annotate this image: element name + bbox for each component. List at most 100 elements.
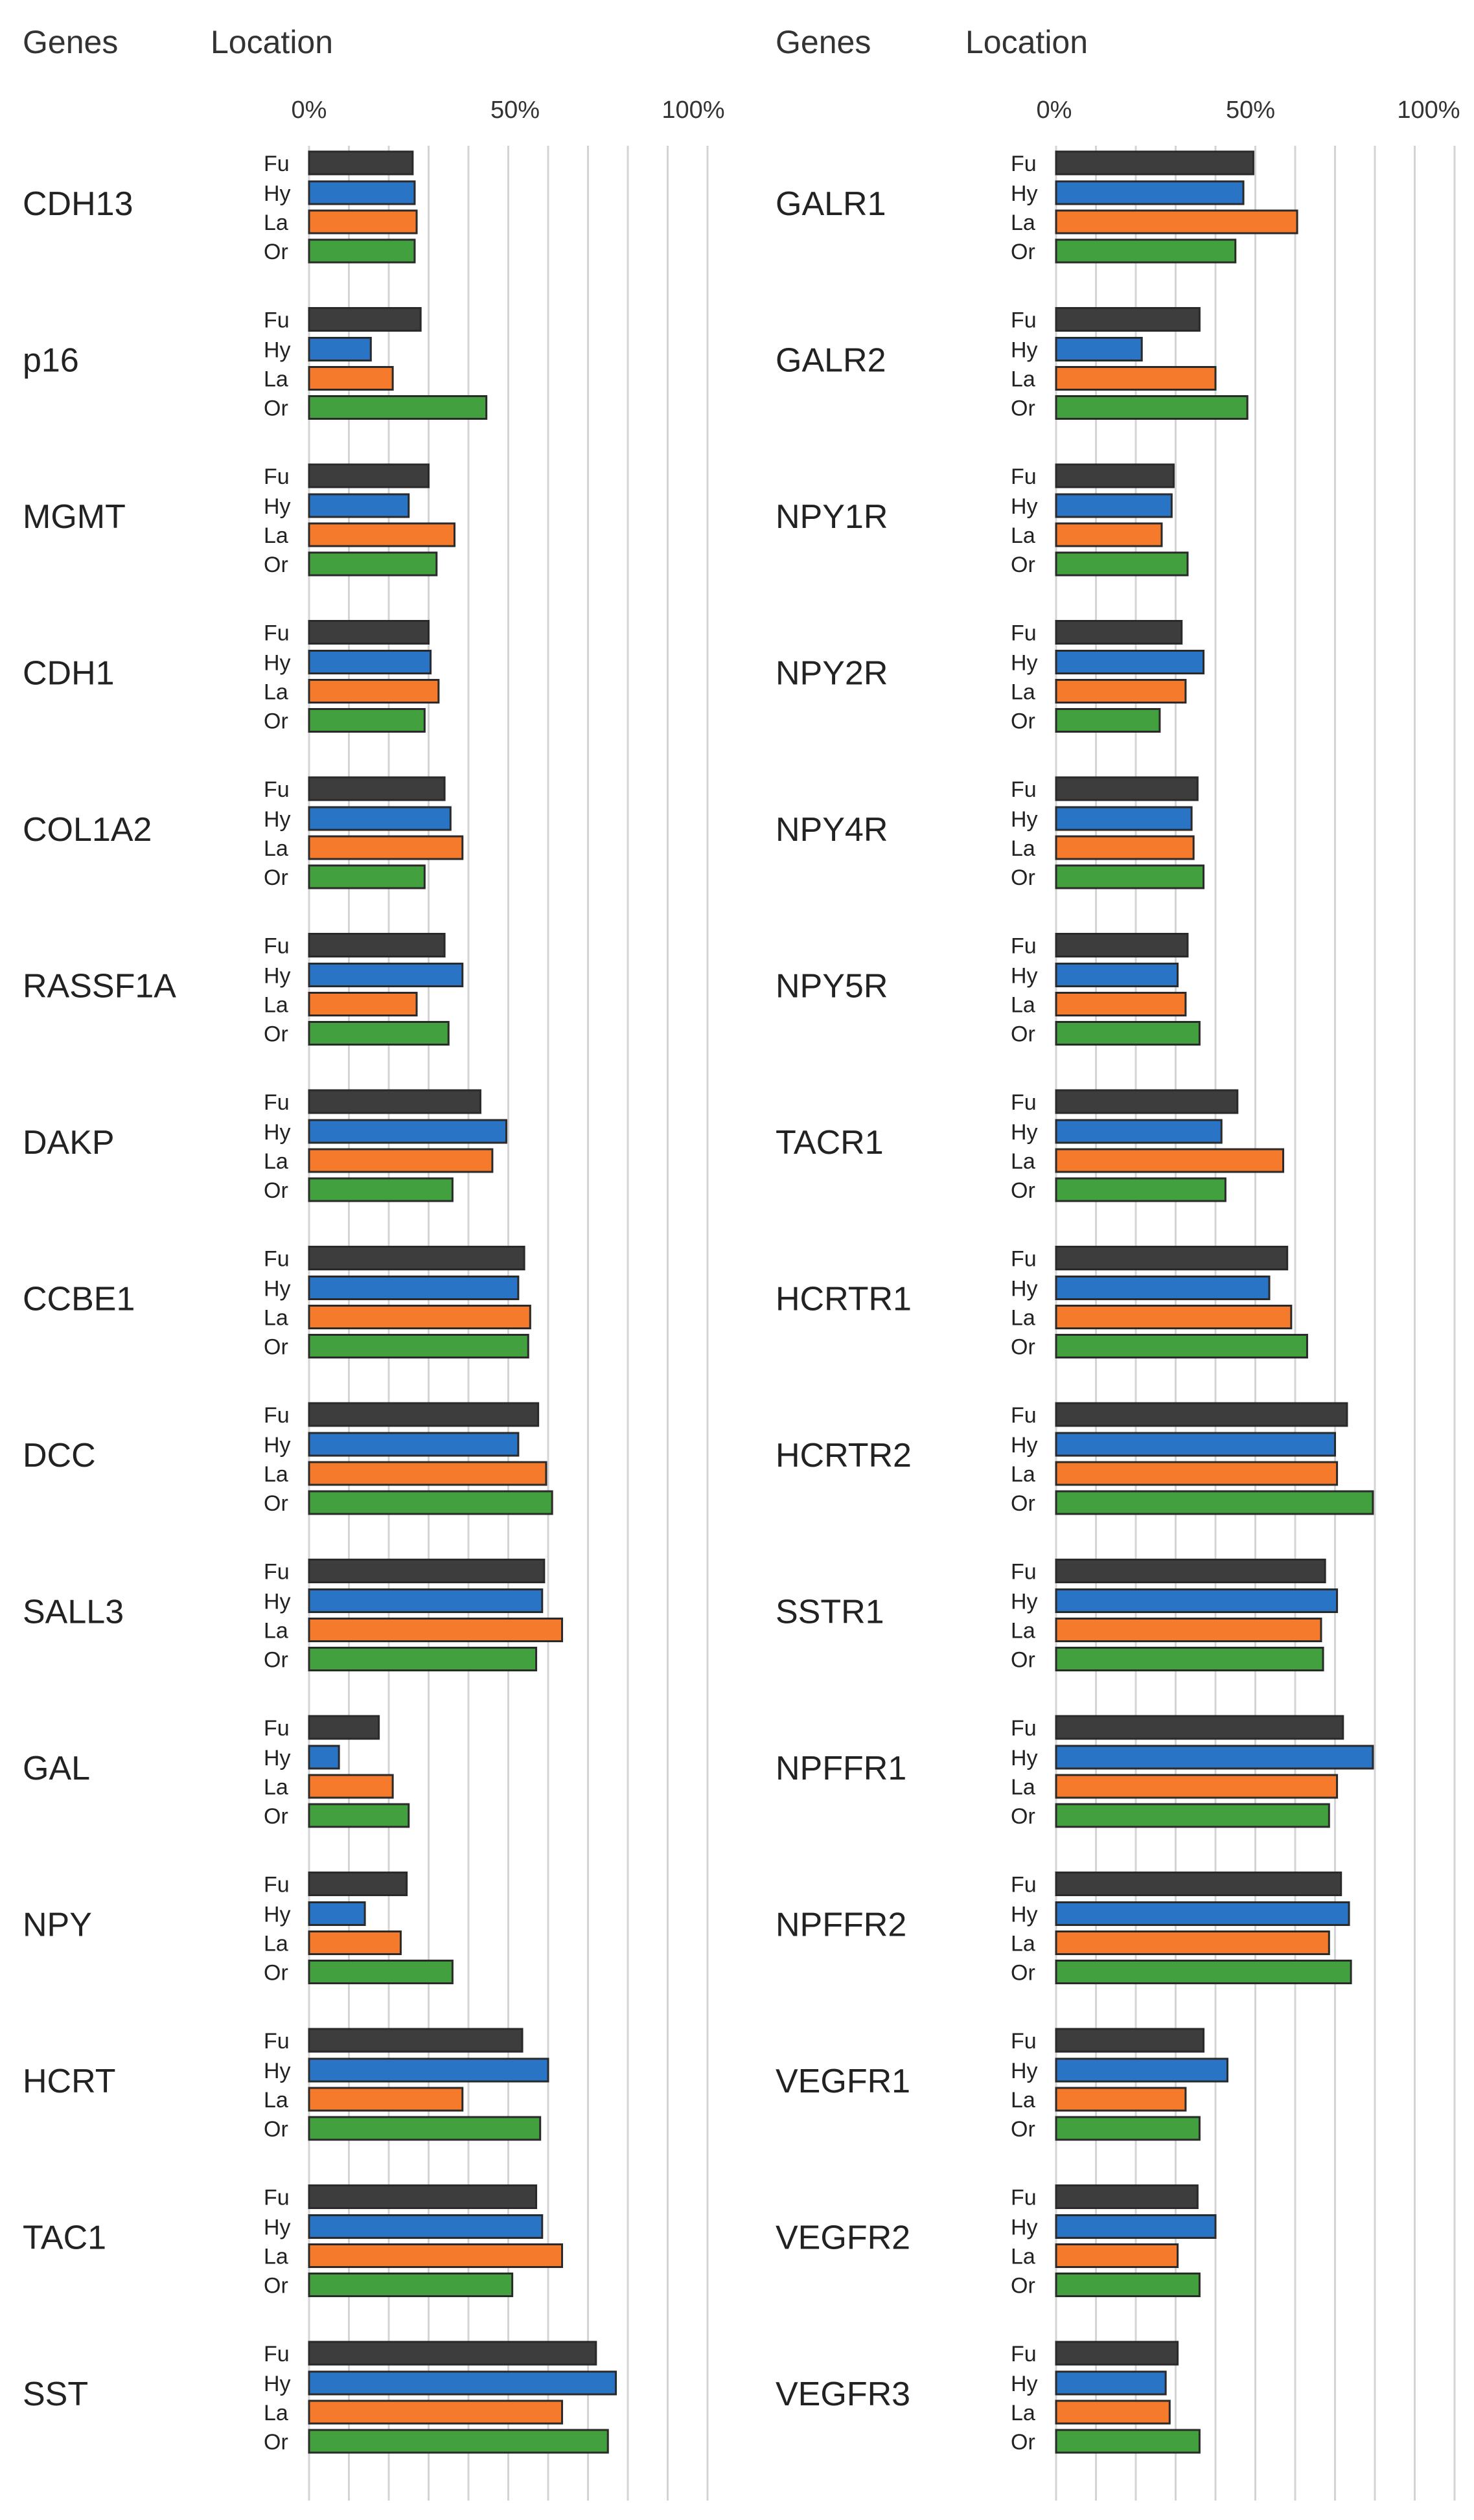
gene-label: HCRTR1 bbox=[776, 1281, 912, 1318]
location-label: Fu bbox=[1011, 308, 1037, 333]
x-tick-label: 0% bbox=[292, 97, 327, 124]
location-label: Or bbox=[264, 2117, 288, 2142]
bar-la bbox=[1055, 1930, 1330, 1955]
bar-fu bbox=[308, 1715, 380, 1740]
bar-fu bbox=[1055, 2184, 1199, 2209]
bar-fu bbox=[308, 307, 422, 332]
location-header: Location bbox=[965, 24, 1088, 60]
location-label: Fu bbox=[264, 2342, 290, 2366]
location-label: Fu bbox=[1011, 2342, 1037, 2366]
bar-fu bbox=[1055, 150, 1254, 176]
location-label: Hy bbox=[1011, 338, 1038, 363]
gene-group: DCC Fu Hy La Or bbox=[23, 1402, 553, 1516]
gene-group: GAL Fu Hy La Or bbox=[23, 1715, 410, 1829]
bar-or bbox=[308, 2429, 609, 2454]
gene-label: NPY5R bbox=[776, 968, 888, 1005]
bar-hy bbox=[308, 493, 410, 518]
gene-group: VEGFR2 Fu Hy La Or bbox=[776, 2184, 1217, 2298]
gene-label: GAL bbox=[23, 1750, 90, 1787]
bar-la bbox=[308, 2087, 464, 2112]
gene-group: SSTR1 Fu Hy La Or bbox=[776, 1559, 1339, 1673]
location-label: Fu bbox=[1011, 621, 1037, 646]
location-label: La bbox=[1011, 993, 1035, 1018]
bar-la bbox=[1055, 1461, 1339, 1486]
bar-la bbox=[308, 1305, 531, 1329]
location-label: Fu bbox=[1011, 777, 1037, 802]
bar-fu bbox=[308, 463, 430, 488]
bar-or bbox=[1055, 551, 1189, 577]
bar-fu bbox=[308, 1402, 540, 1427]
bar-la bbox=[1055, 2087, 1187, 2112]
location-label: La bbox=[1011, 1462, 1035, 1487]
gene-group: NPFFR1 Fu Hy La Or bbox=[776, 1715, 1374, 1829]
bar-fu bbox=[308, 2341, 597, 2366]
location-label: Or bbox=[264, 1804, 288, 1829]
bar-or bbox=[1055, 708, 1161, 733]
bar-or bbox=[308, 1803, 410, 1828]
location-label: Hy bbox=[1011, 2372, 1038, 2396]
location-label: La bbox=[1011, 680, 1035, 705]
location-label: La bbox=[264, 1149, 288, 1174]
genes-header: Genes bbox=[776, 24, 871, 60]
bar-la bbox=[1055, 366, 1217, 391]
location-label: La bbox=[264, 680, 288, 705]
location-label: La bbox=[264, 2401, 288, 2425]
gene-label: VEGFR2 bbox=[776, 2219, 910, 2257]
location-label: La bbox=[264, 1932, 288, 1956]
location-header: Location bbox=[211, 24, 333, 60]
gene-group: CCBE1 Fu Hy La Or bbox=[23, 1246, 531, 1360]
bar-fu bbox=[1055, 1089, 1239, 1114]
bar-la bbox=[308, 366, 394, 391]
location-label: La bbox=[264, 1462, 288, 1487]
bar-fu bbox=[1055, 1559, 1326, 1583]
x-tick-label: 100% bbox=[1397, 97, 1460, 124]
bar-or bbox=[308, 708, 426, 733]
bar-or bbox=[308, 1490, 553, 1515]
bar-fu bbox=[1055, 463, 1175, 488]
bar-hy bbox=[1055, 806, 1193, 831]
panel-1: Genes Location 0% 50% 100% CDH13 Fu Hy La Or p16 Fu… bbox=[23, 24, 725, 2501]
location-label: Fu bbox=[264, 464, 290, 489]
location-label: Fu bbox=[264, 934, 290, 959]
location-label: Or bbox=[264, 1178, 288, 1203]
bar-hy bbox=[308, 180, 416, 205]
bar-or bbox=[1055, 1334, 1308, 1358]
location-label: Fu bbox=[264, 777, 290, 802]
location-label: Hy bbox=[1011, 181, 1038, 206]
gene-label: CCBE1 bbox=[23, 1281, 135, 1318]
bar-or bbox=[1055, 2273, 1201, 2297]
bar-la bbox=[1055, 679, 1187, 704]
bar-hy bbox=[308, 2370, 617, 2396]
location-label: Hy bbox=[264, 1903, 291, 1927]
gene-label: VEGFR3 bbox=[776, 2376, 910, 2413]
bar-la bbox=[308, 1618, 564, 1642]
bar-fu bbox=[1055, 2341, 1179, 2366]
location-label: Hy bbox=[264, 807, 291, 832]
gene-group: MGMT Fu Hy La Or bbox=[23, 463, 455, 577]
bar-or bbox=[308, 864, 426, 889]
location-label: Hy bbox=[1011, 2216, 1038, 2240]
bar-hy bbox=[1055, 2370, 1167, 2396]
gene-label: GALR1 bbox=[776, 185, 886, 223]
location-label: La bbox=[264, 211, 288, 235]
location-label: La bbox=[1011, 1932, 1035, 1956]
bar-hy bbox=[308, 1588, 544, 1613]
bar-la bbox=[308, 1774, 394, 1799]
gene-group: NPY4R Fu Hy La Or bbox=[776, 776, 1205, 890]
location-label: Fu bbox=[1011, 1560, 1037, 1585]
location-label: La bbox=[264, 2245, 288, 2269]
bar-la bbox=[308, 522, 455, 547]
bar-la bbox=[308, 679, 440, 704]
gene-label: TACR1 bbox=[776, 1124, 884, 1162]
bar-la bbox=[308, 2400, 564, 2425]
bar-or bbox=[1055, 2116, 1201, 2141]
bar-or bbox=[1055, 1021, 1201, 1046]
bar-fu bbox=[308, 1089, 481, 1114]
location-label: Hy bbox=[264, 2216, 291, 2240]
bar-hy bbox=[1055, 1588, 1339, 1613]
gene-group: DAKP Fu Hy La Or bbox=[23, 1089, 507, 1203]
gene-group: TAC1 Fu Hy La Or bbox=[23, 2184, 564, 2298]
bar-hy bbox=[308, 806, 452, 831]
bar-la bbox=[308, 992, 418, 1016]
location-label: Hy bbox=[264, 494, 291, 519]
